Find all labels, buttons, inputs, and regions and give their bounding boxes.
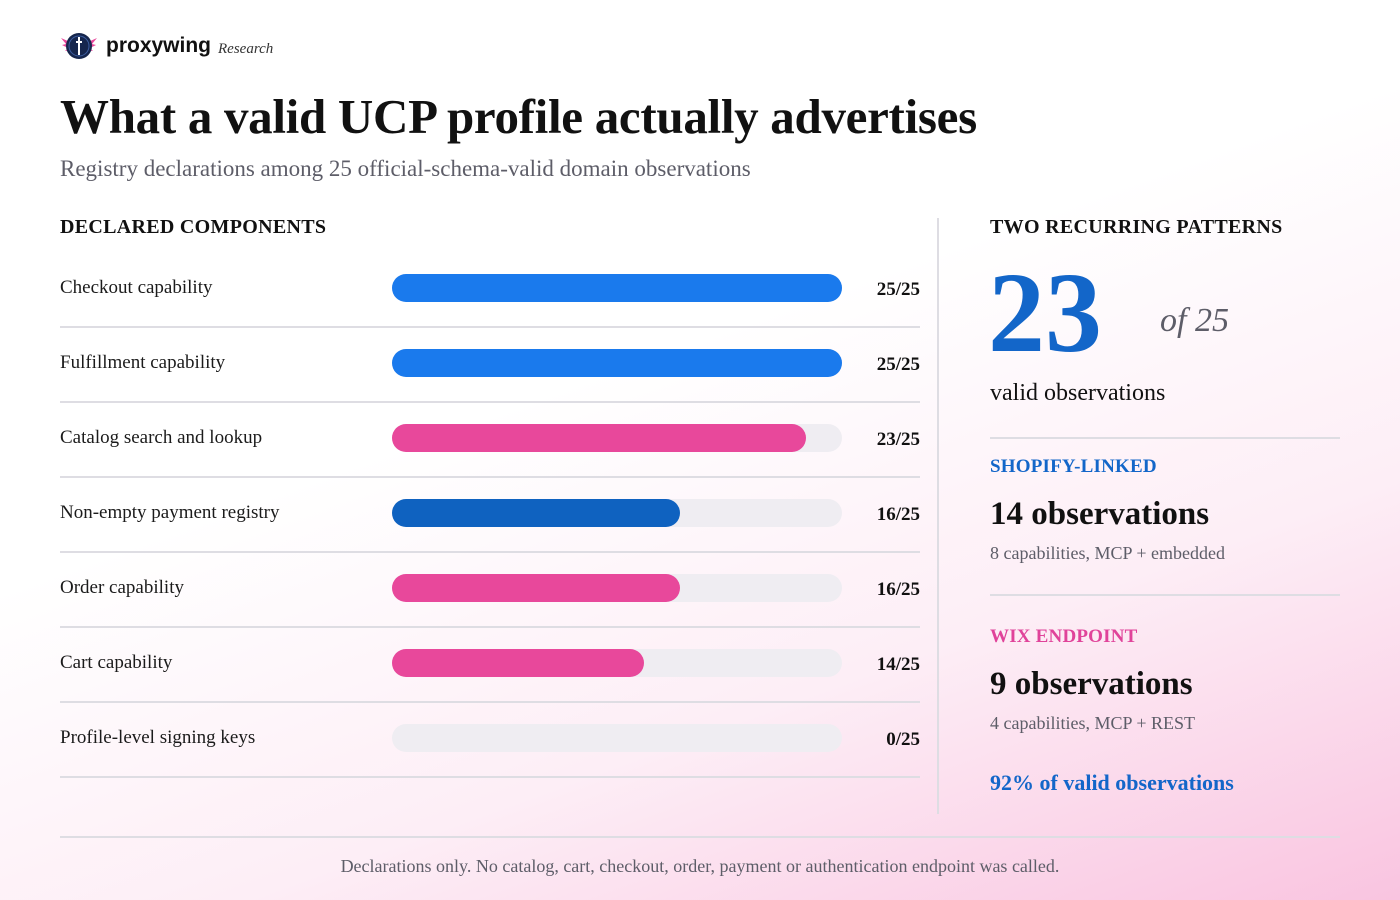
bar xyxy=(392,649,644,677)
bar-value-label: 0/25 xyxy=(886,729,920,750)
patterns-heading: TWO RECURRING PATTERNS xyxy=(990,216,1283,238)
big-number: 23 xyxy=(988,249,1102,376)
bar-track xyxy=(392,499,842,527)
bar-label: Non-empty payment registry xyxy=(60,502,280,523)
bar-row: Non-empty payment registry 16/25 xyxy=(60,478,920,553)
bar-label: Catalog search and lookup xyxy=(60,427,263,448)
bar-row: Profile-level signing keys 0/25 xyxy=(60,703,920,778)
brand-subtitle: Research xyxy=(218,40,274,57)
pattern-label-wix: WIX ENDPOINT xyxy=(990,626,1138,647)
bar-value-label: 25/25 xyxy=(876,279,920,300)
bar-track xyxy=(392,424,842,452)
bar-value-label: 16/25 xyxy=(876,579,920,600)
big-number-caption: valid observations xyxy=(990,380,1166,406)
pattern-count-shopify: 14 observations xyxy=(990,496,1210,532)
bar-value-label: 16/25 xyxy=(876,504,920,525)
bar-row: Fulfillment capability 25/25 xyxy=(60,328,920,403)
pattern-divider xyxy=(990,437,1340,439)
bar-label: Fulfillment capability xyxy=(60,352,226,373)
bar-label: Profile-level signing keys xyxy=(60,727,256,748)
brand-name: proxywing xyxy=(106,34,212,57)
column-divider xyxy=(937,218,939,814)
bar-track xyxy=(392,274,842,302)
pattern-divider xyxy=(990,594,1340,596)
footer-divider xyxy=(60,836,1340,838)
bar-row: Checkout capability 25/25 xyxy=(60,253,920,328)
bar xyxy=(392,499,680,527)
proxywing-logo-icon xyxy=(61,33,97,59)
bar-value-label: 14/25 xyxy=(876,654,920,675)
bar-label: Order capability xyxy=(60,577,184,598)
bar-track xyxy=(392,649,842,677)
chart-subtitle: Registry declarations among 25 official-… xyxy=(60,156,751,181)
bar-row: Cart capability 14/25 xyxy=(60,628,920,703)
bar-track xyxy=(392,349,842,377)
bar-value-label: 25/25 xyxy=(876,354,920,375)
bar xyxy=(392,274,842,302)
brand: proxywing Research xyxy=(60,28,273,64)
bar xyxy=(392,574,680,602)
pattern-count-wix: 9 observations xyxy=(990,666,1193,702)
bar-row: Catalog search and lookup 23/25 xyxy=(60,403,920,478)
bar-label: Cart capability xyxy=(60,652,173,673)
bar-value-label: 23/25 xyxy=(876,429,920,450)
footer-note: Declarations only. No catalog, cart, che… xyxy=(340,856,1060,876)
pattern-detail-shopify: 8 capabilities, MCP + embedded xyxy=(990,543,1225,563)
bar-track xyxy=(392,574,842,602)
pattern-detail-wix: 4 capabilities, MCP + REST xyxy=(990,713,1195,733)
bar xyxy=(392,424,806,452)
bar-chart: Checkout capability 25/25 Fulfillment capa… xyxy=(60,253,920,778)
bar-label: Checkout capability xyxy=(60,277,213,298)
declared-components-heading: DECLARED COMPONENTS xyxy=(60,216,327,238)
bar xyxy=(392,349,842,377)
pattern-label-shopify: SHOPIFY-LINKED xyxy=(990,456,1157,477)
summary-stat: 92% of valid observations xyxy=(990,770,1234,795)
bar-track xyxy=(392,724,842,752)
bar-row: Order capability 16/25 xyxy=(60,553,920,628)
chart-title: What a valid UCP profile actually advert… xyxy=(60,89,977,144)
of-total: of 25 xyxy=(1160,302,1229,339)
